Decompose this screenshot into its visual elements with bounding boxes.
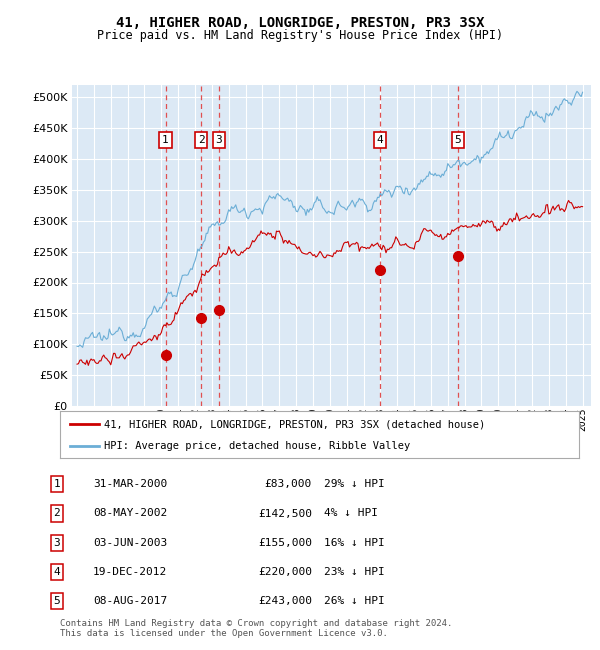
- Text: 3: 3: [215, 135, 223, 145]
- Text: Price paid vs. HM Land Registry's House Price Index (HPI): Price paid vs. HM Land Registry's House …: [97, 29, 503, 42]
- Text: 4% ↓ HPI: 4% ↓ HPI: [324, 508, 378, 519]
- Text: HPI: Average price, detached house, Ribble Valley: HPI: Average price, detached house, Ribb…: [104, 441, 410, 450]
- Text: 3: 3: [53, 538, 61, 548]
- Text: 2: 2: [198, 135, 205, 145]
- Text: 5: 5: [455, 135, 461, 145]
- Text: 2: 2: [53, 508, 61, 519]
- Text: 1: 1: [162, 135, 169, 145]
- Text: 41, HIGHER ROAD, LONGRIDGE, PRESTON, PR3 3SX: 41, HIGHER ROAD, LONGRIDGE, PRESTON, PR3…: [116, 16, 484, 31]
- Text: 4: 4: [53, 567, 61, 577]
- Text: 1: 1: [53, 479, 61, 489]
- Text: Contains HM Land Registry data © Crown copyright and database right 2024.
This d: Contains HM Land Registry data © Crown c…: [60, 619, 452, 638]
- Text: £243,000: £243,000: [258, 596, 312, 606]
- Text: 26% ↓ HPI: 26% ↓ HPI: [324, 596, 385, 606]
- Text: 5: 5: [53, 596, 61, 606]
- Text: 23% ↓ HPI: 23% ↓ HPI: [324, 567, 385, 577]
- Text: £142,500: £142,500: [258, 508, 312, 519]
- Text: 31-MAR-2000: 31-MAR-2000: [93, 479, 167, 489]
- Text: 29% ↓ HPI: 29% ↓ HPI: [324, 479, 385, 489]
- Text: 03-JUN-2003: 03-JUN-2003: [93, 538, 167, 548]
- Text: 08-MAY-2002: 08-MAY-2002: [93, 508, 167, 519]
- Text: £155,000: £155,000: [258, 538, 312, 548]
- Text: £83,000: £83,000: [265, 479, 312, 489]
- Text: 4: 4: [376, 135, 383, 145]
- Text: £220,000: £220,000: [258, 567, 312, 577]
- Text: 19-DEC-2012: 19-DEC-2012: [93, 567, 167, 577]
- Text: 08-AUG-2017: 08-AUG-2017: [93, 596, 167, 606]
- Text: 16% ↓ HPI: 16% ↓ HPI: [324, 538, 385, 548]
- Text: 41, HIGHER ROAD, LONGRIDGE, PRESTON, PR3 3SX (detached house): 41, HIGHER ROAD, LONGRIDGE, PRESTON, PR3…: [104, 419, 485, 429]
